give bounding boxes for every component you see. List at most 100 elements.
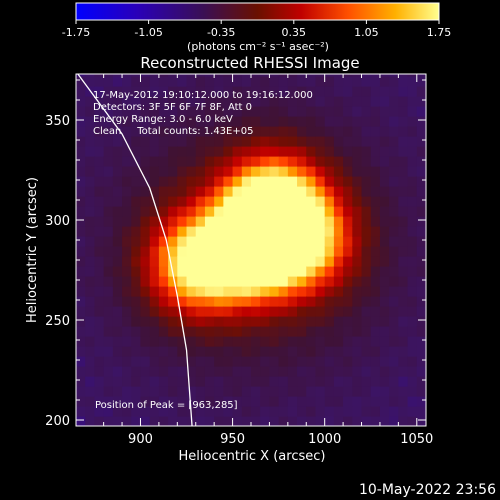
heatmap-cell (333, 74, 344, 77)
heatmap-cell (186, 206, 197, 217)
heatmap-cell (204, 356, 215, 367)
heatmap-cell (103, 216, 114, 227)
heatmap-cell (177, 306, 188, 317)
heatmap-cell (297, 396, 307, 407)
heatmap-cell (122, 146, 132, 157)
heatmap-cell (260, 296, 271, 307)
heatmap-cell (333, 166, 344, 177)
heatmap-cell (85, 396, 96, 407)
heatmap-cell (251, 206, 261, 217)
heatmap-cell (94, 186, 105, 197)
heatmap-cell (352, 366, 363, 377)
heatmap-cell (297, 86, 307, 97)
heatmap-cell (278, 206, 289, 217)
heatmap-cell (85, 306, 96, 317)
heatmap-cell (315, 296, 326, 307)
heatmap-cell (204, 126, 215, 137)
heatmap-cell (241, 96, 252, 107)
heatmap-cell (297, 186, 307, 197)
heatmap-cell (195, 86, 206, 97)
heatmap-cell (168, 396, 178, 407)
heatmap-cell (186, 356, 197, 367)
heatmap-cell (168, 296, 178, 307)
heatmap-cell (278, 226, 289, 237)
heatmap-cell (352, 416, 363, 426)
heatmap-cell (76, 306, 86, 317)
heatmap-cell (232, 166, 243, 177)
heatmap-cell (131, 196, 142, 207)
heatmap-cell (324, 196, 335, 207)
heatmap-cell (352, 276, 363, 287)
heatmap (76, 74, 426, 426)
heatmap-cell (370, 76, 381, 87)
heatmap-cell (223, 306, 234, 317)
heatmap-cell (352, 256, 363, 267)
heatmap-cell (315, 356, 326, 367)
heatmap-cell (370, 166, 381, 177)
heatmap-cell (398, 126, 409, 137)
heatmap-cell (269, 356, 280, 367)
heatmap-cell (370, 306, 381, 317)
heatmap-cell (103, 196, 114, 207)
heatmap-cell (168, 76, 178, 87)
heatmap-cell (324, 256, 335, 267)
heatmap-cell (315, 266, 326, 277)
heatmap-cell (223, 146, 234, 157)
heatmap-cell (407, 326, 418, 337)
heatmap-cell (94, 236, 105, 247)
heatmap-cell (315, 376, 326, 387)
heatmap-cell (287, 86, 298, 97)
heatmap-cell (297, 116, 307, 127)
heatmap-cell (251, 226, 261, 237)
heatmap-cell (287, 176, 298, 187)
heatmap-cell (269, 116, 280, 127)
heatmap-cell (232, 186, 243, 197)
heatmap-cell (195, 74, 206, 77)
heatmap-cell (352, 166, 363, 177)
heatmap-cell (416, 76, 426, 87)
heatmap-cell (260, 246, 271, 257)
heatmap-cell (103, 286, 114, 297)
heatmap-cell (306, 396, 317, 407)
heatmap-cell (112, 186, 123, 197)
heatmap-cell (186, 316, 197, 327)
heatmap-cell (389, 116, 399, 127)
heatmap-cell (278, 276, 289, 287)
heatmap-cell (278, 376, 289, 387)
heatmap-cell (407, 176, 418, 187)
heatmap-cell (223, 196, 234, 207)
heatmap-cell (269, 216, 280, 227)
heatmap-cell (186, 136, 197, 147)
heatmap-cell (241, 106, 252, 117)
heatmap-cell (361, 226, 372, 237)
heatmap-cell (389, 216, 399, 227)
heatmap-cell (269, 86, 280, 97)
heatmap-cell (333, 306, 344, 317)
heatmap-cell (168, 316, 178, 327)
heatmap-cell (324, 156, 335, 167)
heatmap-cell (361, 146, 372, 157)
heatmap-cell (361, 406, 372, 417)
heatmap-cell (352, 176, 363, 187)
heatmap-cell (94, 296, 105, 307)
heatmap-cell (361, 336, 372, 347)
heatmap-cell (232, 406, 243, 417)
heatmap-cell (112, 74, 123, 77)
heatmap-cell (343, 96, 353, 107)
heatmap-cell (223, 396, 234, 407)
heatmap-cell (343, 226, 353, 237)
heatmap-cell (287, 286, 298, 297)
heatmap-cell (269, 306, 280, 317)
heatmap-cell (112, 76, 123, 87)
heatmap-cell (204, 216, 215, 227)
heatmap-cell (94, 146, 105, 157)
colorbar-tick-label: 1.05 (354, 26, 379, 39)
heatmap-cell (85, 296, 96, 307)
heatmap-cell (416, 286, 426, 297)
heatmap-cell (398, 376, 409, 387)
heatmap-cell (278, 116, 289, 127)
heatmap-cell (214, 366, 224, 377)
heatmap-cell (278, 316, 289, 327)
heatmap-cell (287, 276, 298, 287)
heatmap-cell (352, 396, 363, 407)
